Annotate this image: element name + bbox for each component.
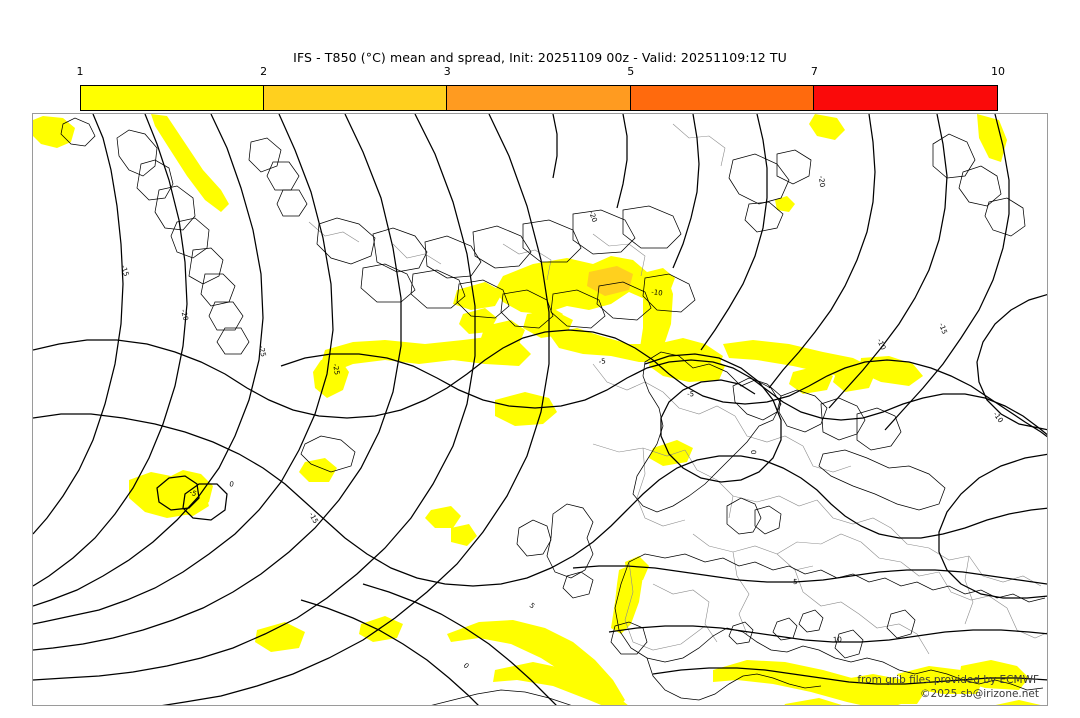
svg-text:-25: -25: [257, 345, 267, 358]
svg-text:0: 0: [229, 480, 235, 489]
colorbar-tick-1: 1: [76, 65, 84, 78]
colorbar-segment-3-5: [447, 86, 631, 110]
colorbar-segment-7-10: [813, 86, 997, 110]
svg-text:-5: -5: [687, 390, 695, 398]
colorbar-segment-2-3: [264, 86, 448, 110]
svg-text:-20: -20: [587, 210, 598, 223]
svg-text:5: 5: [793, 578, 798, 586]
svg-text:-10: -10: [875, 338, 887, 352]
colorbar-tick-10: 10: [991, 65, 1005, 78]
svg-text:-15: -15: [937, 322, 948, 335]
country-borders-layer: [308, 123, 1047, 655]
colorbar: 1 2 3 5 7 10: [77, 65, 1005, 111]
colorbar-gradient: [80, 85, 998, 111]
colorbar-tick-5: 5: [627, 65, 635, 78]
svg-text:-25: -25: [331, 363, 341, 376]
svg-text:-20: -20: [817, 175, 826, 187]
svg-text:-20: -20: [179, 309, 190, 322]
coastlines-layer: [60, 117, 1046, 705]
svg-text:0: 0: [749, 450, 757, 455]
svg-text:5: 5: [528, 601, 537, 610]
svg-text:-5: -5: [188, 488, 197, 498]
map-canvas[interactable]: -15 -20 -25 -25 -5 -15 0 -10 -5 -20 -20 …: [33, 114, 1048, 706]
svg-text:-10: -10: [651, 288, 663, 298]
isotherm-contours-layer: [33, 114, 1047, 705]
map-panel[interactable]: -15 -20 -25 -25 -5 -15 0 -10 -5 -20 -20 …: [32, 113, 1048, 706]
page-title: IFS - T850 (°C) mean and spread, Init: 2…: [293, 50, 787, 65]
colorbar-segment-1-2: [81, 86, 265, 110]
colorbar-tick-3: 3: [443, 65, 451, 78]
spread-shading-layer: [33, 114, 1041, 705]
colorbar-segment-5-7: [630, 86, 814, 110]
svg-text:-15: -15: [119, 264, 130, 277]
svg-text:10: 10: [833, 636, 842, 644]
colorbar-tick-2: 2: [260, 65, 268, 78]
colorbar-tick-7: 7: [810, 65, 818, 78]
svg-text:-5: -5: [598, 357, 606, 366]
svg-text:-10: -10: [991, 410, 1004, 424]
svg-text:0: 0: [462, 662, 471, 671]
contour-labels-layer: -15 -20 -25 -25 -5 -15 0 -10 -5 -20 -20 …: [119, 175, 1004, 670]
